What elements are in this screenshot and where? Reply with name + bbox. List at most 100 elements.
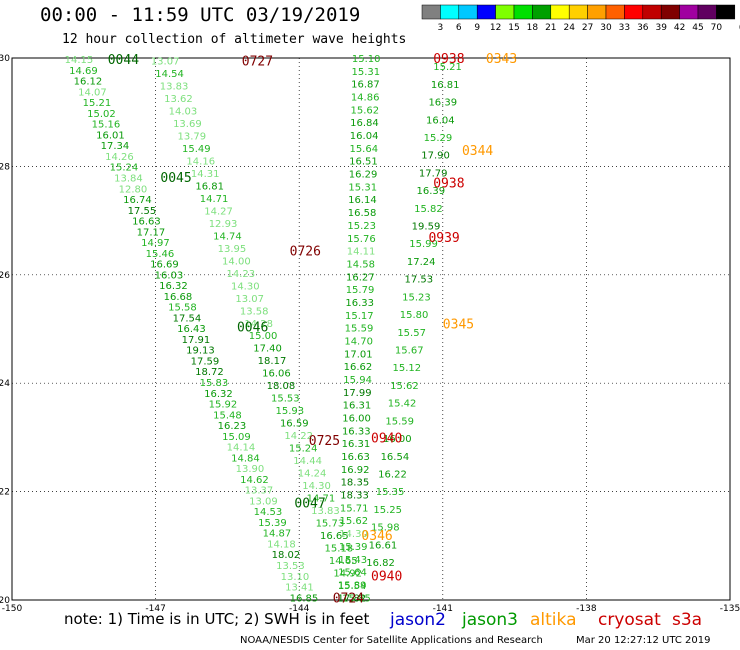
swh-value-jason3-west: 17.34 (101, 141, 130, 152)
swh-value-jason3-mid: 14.54 (155, 69, 184, 80)
colorbar-swatch (624, 4, 644, 20)
swh-value-jason3-west: 17.91 (182, 335, 211, 346)
x-tick-label: -150 (2, 604, 23, 614)
swh-value-altika: 16.22 (378, 470, 407, 481)
swh-value-jason3-mid: 14.22 (284, 431, 313, 442)
swh-value-cryosat: 15.43 (339, 555, 368, 566)
swh-value-jason3-west: 18.02 (272, 550, 301, 561)
swh-value-jason3-mid: 13.83 (160, 82, 189, 93)
swh-value-cryosat: 15.64 (349, 144, 378, 155)
swh-value-altika: 16.61 (369, 540, 398, 551)
time-label: 0727 (242, 55, 273, 70)
swh-value-jason3-mid: 15.73 (316, 518, 345, 529)
swh-value-cryosat: 15.64 (338, 568, 367, 579)
swh-value-jason3-mid: 14.71 (307, 493, 336, 504)
swh-value-cryosat: 16.62 (344, 362, 373, 373)
time-label: 0725 (309, 434, 340, 449)
swh-value-cryosat: 15.89 (338, 580, 367, 591)
colorbar-label: 15 (508, 23, 519, 33)
swh-value-altika: 15.12 (393, 363, 422, 374)
swh-value-jason3-west: 14.07 (78, 87, 107, 98)
swh-value-cryosat: 16.31 (343, 401, 372, 412)
colorbar-swatch (587, 4, 607, 20)
swh-value-cryosat: 16.92 (341, 465, 370, 476)
swh-value-jason3-mid: 14.16 (186, 157, 215, 168)
swh-value-altika: 15.21 (433, 62, 462, 73)
colorbar-label: 33 (619, 23, 630, 33)
swh-value-jason3-mid: 14.00 (222, 256, 251, 267)
swh-value-cryosat: 15.39 (339, 542, 368, 553)
swh-value-altika: 15.23 (402, 292, 431, 303)
swh-value-cryosat: 18.35 (341, 478, 370, 489)
swh-value-jason3-west: 15.02 (87, 109, 116, 120)
swh-value-cryosat: 15.31 (352, 67, 381, 78)
swh-value-cryosat: 17.82 (337, 593, 366, 604)
swh-value-jason3-west: 15.92 (209, 400, 238, 411)
swh-value-altika: 15.80 (400, 310, 429, 321)
swh-value-altika: 16.39 (416, 186, 445, 197)
swh-value-jason3-west: 16.85 (290, 593, 319, 604)
y-tick-label: 28 (0, 162, 10, 172)
colorbar-swatch (697, 4, 717, 20)
time-label: 0938 (433, 177, 464, 192)
swh-value-jason3-mid: 13.58 (240, 306, 269, 317)
swh-value-cryosat: 16.00 (342, 414, 371, 425)
swh-value-jason3-west: 15.46 (146, 249, 175, 260)
colorbar-swatch (550, 4, 570, 20)
time-label: 0047 (294, 496, 325, 511)
swh-value-altika: 15.82 (414, 204, 443, 215)
swh-value-jason3-west: 16.12 (74, 77, 103, 88)
swh-value-jason3-mid: 16.59 (280, 419, 309, 430)
swh-value-jason3-mid: 15.49 (182, 144, 211, 155)
swh-value-jason3-mid: 16.81 (195, 181, 224, 192)
swh-value-cryosat: 16.33 (345, 298, 374, 309)
swh-value-cryosat: 16.63 (341, 452, 370, 463)
swh-value-jason3-mid: 15.18 (324, 543, 353, 554)
swh-value-cryosat: 16.27 (346, 272, 375, 283)
swh-value-jason3-west: 14.62 (240, 475, 269, 486)
y-tick-label: 30 (0, 54, 10, 64)
colorbar-swatch (458, 4, 478, 20)
swh-value-altika: 16.04 (426, 115, 455, 126)
swh-value-altika: 16.82 (366, 558, 395, 569)
swh-value-altika: 15.42 (388, 399, 417, 410)
colorbar-label: 12 (490, 23, 501, 33)
swh-value-altika: 15.99 (409, 239, 438, 250)
swh-value-jason3-west: 16.01 (96, 130, 125, 141)
swh-value-jason3-mid: 12.93 (209, 219, 238, 230)
legend-jason2: jason2 (390, 610, 446, 630)
colorbar-swatch (660, 4, 680, 20)
time-label: 0940 (371, 570, 402, 585)
colorbar-swatch (532, 4, 552, 20)
legend-cryosat: cryosat (598, 610, 661, 630)
swh-value-altika: 15.59 (385, 416, 414, 427)
chart-subtitle: 12 hour collection of altimeter wave hei… (62, 32, 407, 47)
timestamp: Mar 20 12:27:12 UTC 2019 (576, 635, 711, 646)
swh-value-jason3-west: 18.72 (195, 367, 224, 378)
chart-title: 00:00 - 11:59 UTC 03/19/2019 (40, 4, 361, 26)
swh-value-jason3-west: 14.15 (65, 55, 94, 66)
credit-line: NOAA/NESDIS Center for Satellite Applica… (240, 635, 543, 646)
swh-value-jason3-mid: 14.31 (191, 169, 220, 180)
swh-value-jason3-west: 13.09 (249, 496, 278, 507)
swh-value-altika: 15.57 (397, 328, 426, 339)
colorbar-label: 21 (545, 23, 556, 33)
colorbar-label: 36 (637, 23, 649, 33)
swh-value-altika: 15.67 (395, 346, 424, 357)
colorbar-swatch (495, 4, 515, 20)
time-label: 0344 (462, 144, 493, 159)
swh-value-jason3-mid: 14.23 (227, 269, 256, 280)
colorbar-swatch (513, 4, 533, 20)
swh-value-jason3-west: 17.55 (128, 206, 157, 217)
colorbar-label: 30 (600, 23, 612, 33)
swh-value-jason3-west: 16.63 (132, 217, 161, 228)
swh-value-jason3-mid: 14.65 (329, 556, 358, 567)
time-label: 0345 (443, 318, 474, 333)
swh-value-jason3-mid: 13.62 (164, 94, 193, 105)
colorbar-swatch (568, 4, 588, 20)
swh-value-jason3-mid: 13.07 (235, 294, 264, 305)
time-label: 0939 (428, 231, 459, 246)
swh-value-jason3-mid: 13.83 (311, 506, 340, 517)
time-label: 0045 (160, 171, 191, 186)
